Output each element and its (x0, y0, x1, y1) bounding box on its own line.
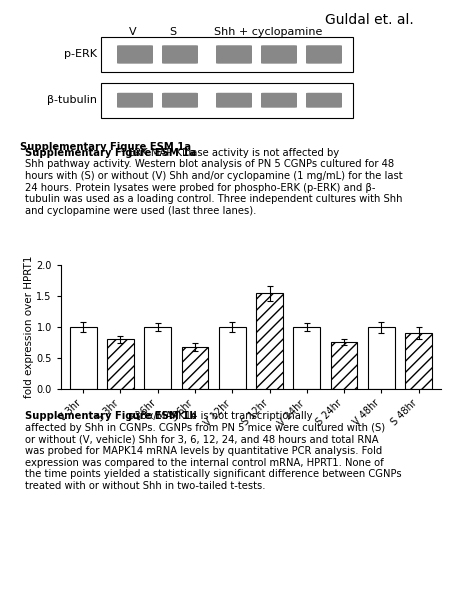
Text: ERK MAP Kinase activity is not affected by
Shh pathway activity. Western blot an: ERK MAP Kinase activity is not affected … (25, 148, 402, 216)
Bar (101, 83, 353, 118)
FancyBboxPatch shape (216, 93, 252, 108)
Text: Supplementary Figure ESM 1a: Supplementary Figure ESM 1a (20, 142, 191, 152)
Text: Supplementary Figure ESM 1a ERK MAP Kinase activity is not affected by
Shh pathw: Supplementary Figure ESM 1a ERK MAP Kina… (20, 142, 398, 210)
Y-axis label: fold expression over HPRT1: fold expression over HPRT1 (23, 256, 34, 399)
Bar (293, 327, 320, 389)
FancyBboxPatch shape (117, 45, 153, 64)
FancyBboxPatch shape (117, 93, 153, 108)
Bar (70, 327, 97, 389)
Bar (405, 333, 432, 389)
Text: β-tubulin: β-tubulin (47, 95, 97, 106)
Text: S: S (170, 27, 177, 37)
Bar (101, 37, 353, 72)
Bar (219, 327, 246, 389)
Bar (107, 339, 134, 389)
FancyBboxPatch shape (306, 45, 342, 64)
FancyBboxPatch shape (162, 93, 198, 108)
Bar (181, 347, 208, 389)
Bar (256, 293, 283, 389)
FancyBboxPatch shape (261, 45, 297, 64)
Text: Supplementary Figure ESM 1b: Supplementary Figure ESM 1b (25, 411, 196, 421)
FancyBboxPatch shape (162, 45, 198, 64)
Text: p38α/MAPK14 is not transcriptionally
affected by Shh in CGNPs. CGNPs from PN 5 m: p38α/MAPK14 is not transcriptionally aff… (25, 411, 401, 491)
FancyBboxPatch shape (306, 93, 342, 108)
Text: Shh + cyclopamine: Shh + cyclopamine (214, 27, 322, 37)
Bar (331, 342, 357, 389)
Text: p-ERK: p-ERK (64, 49, 97, 60)
FancyBboxPatch shape (261, 93, 297, 108)
Text: V: V (129, 27, 136, 37)
Bar (368, 327, 395, 389)
FancyBboxPatch shape (216, 45, 252, 64)
Text: Guldal et. al.: Guldal et. al. (324, 13, 414, 27)
Text: Supplementary Figure ESM 1a: Supplementary Figure ESM 1a (25, 148, 196, 158)
Bar (144, 327, 171, 389)
